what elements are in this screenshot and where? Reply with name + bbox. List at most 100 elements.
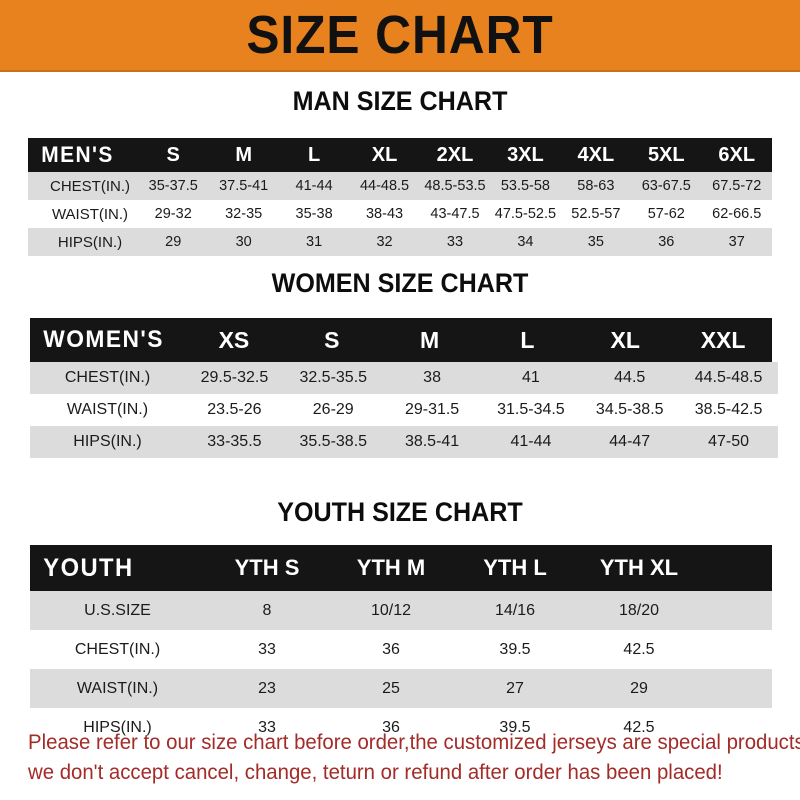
table-row: HIPS(IN.) 33-35.5 35.5-38.5 38.5-41 41-44 44-… xyxy=(30,426,778,458)
page-banner: SIZE CHART xyxy=(0,0,800,72)
women-cell: 44-47 xyxy=(609,433,651,450)
youth-cell: 42.5 xyxy=(623,718,655,736)
women-size-header-2: S xyxy=(324,326,340,353)
men-cell: 47.5-52.5 xyxy=(494,206,557,222)
youth-cell: 18/20 xyxy=(618,601,660,619)
youth-cell: 36 xyxy=(382,640,400,658)
women-cell: 41 xyxy=(522,369,540,386)
women-cell: 29-31.5 xyxy=(404,401,460,418)
women-row-label: WAIST(IN.) xyxy=(66,401,149,418)
youth-cell: 23 xyxy=(258,679,276,697)
men-cell: 62-66.5 xyxy=(712,206,762,222)
youth-section-title: YOUTH SIZE CHART xyxy=(277,497,523,527)
men-size-header-4: XL xyxy=(371,143,398,166)
youth-size-header-2: YTH M xyxy=(356,555,426,580)
women-cell: 38.5-42.5 xyxy=(694,401,763,418)
youth-header-row: YOUTH YTH S YTH M YTH L YTH XL xyxy=(30,545,772,591)
table-row: HIPS(IN.) 29 30 31 32 33 34 35 36 37 xyxy=(28,228,772,256)
women-cell: 33-35.5 xyxy=(207,433,262,450)
page-title: SIZE CHART xyxy=(246,5,554,65)
men-cell: 35-38 xyxy=(295,206,333,222)
table-row: CHEST(IN.) 33 36 39.5 42.5 xyxy=(30,630,772,669)
men-size-header-1: S xyxy=(166,143,180,166)
men-cell: 32 xyxy=(376,234,393,250)
youth-cell: 14/16 xyxy=(494,601,536,619)
men-cell: 57-62 xyxy=(647,206,685,222)
men-size-header-6: 3XL xyxy=(507,143,544,166)
men-cell: 36 xyxy=(658,234,675,250)
men-cell: 31 xyxy=(306,234,323,250)
women-size-header-4: L xyxy=(520,326,535,353)
men-size-table: MEN'S S M L XL 2XL 3XL 4XL 5XL 6XL CHEST(IN.) 35-37… xyxy=(28,138,772,256)
men-size-header-8: 5XL xyxy=(647,143,685,166)
men-header-label: MEN'S xyxy=(41,142,114,167)
women-row-label: HIPS(IN.) xyxy=(73,433,142,450)
women-size-table-header: WOMEN'S XS S M L XL XXL xyxy=(30,318,772,362)
youth-cell: 8 xyxy=(262,601,272,619)
men-cell: 30 xyxy=(235,234,252,250)
women-cell: 47-50 xyxy=(708,433,750,450)
table-row: HIPS(IN.) 33 36 39.5 42.5 xyxy=(30,708,772,747)
men-cell: 29 xyxy=(165,234,182,250)
men-size-header-5: 2XL xyxy=(436,143,474,166)
men-cell: 35 xyxy=(587,234,604,250)
men-cell: 37.5-41 xyxy=(219,178,269,194)
men-cell: 41-44 xyxy=(295,178,333,194)
men-size-header-3: L xyxy=(307,143,321,166)
men-cell: 37 xyxy=(728,234,745,250)
men-section-title: MAN SIZE CHART xyxy=(292,86,508,116)
disclaimer-line-2: we don't accept cancel, change, teturn o… xyxy=(28,761,723,784)
women-cell: 38.5-41 xyxy=(404,433,460,450)
men-cell: 48.5-53.5 xyxy=(424,178,486,194)
women-cell: 41-44 xyxy=(510,433,552,450)
youth-cell: 33 xyxy=(258,718,276,736)
youth-size-header-3: YTH L xyxy=(483,555,547,580)
women-cell: 29.5-32.5 xyxy=(200,369,269,386)
women-cell: 38 xyxy=(423,369,441,386)
youth-cell: 25 xyxy=(382,679,400,697)
men-cell: 53.5-58 xyxy=(500,178,550,194)
youth-cell: 42.5 xyxy=(623,640,655,658)
youth-cell: 36 xyxy=(382,718,400,736)
men-row-label: HIPS(IN.) xyxy=(57,233,123,251)
men-cell: 52.5-57 xyxy=(571,206,621,222)
table-row: CHEST(IN.) 35-37.5 37.5-41 41-44 44-48.5 48.5… xyxy=(28,172,772,200)
women-header-row: WOMEN'S XS S M L XL XXL xyxy=(30,318,772,362)
men-size-header-2: M xyxy=(235,143,252,166)
women-size-header-1: XS xyxy=(218,326,250,353)
table-row: WAIST(IN.) 23 25 27 29 xyxy=(30,669,772,708)
youth-header-label: YOUTH xyxy=(43,553,134,582)
men-row-label: WAIST(IN.) xyxy=(51,205,129,223)
youth-cell: 39.5 xyxy=(499,640,531,658)
youth-row-label: WAIST(IN.) xyxy=(76,679,159,697)
women-cell: 32.5-35.5 xyxy=(299,369,368,386)
women-size-header-6: XXL xyxy=(700,326,746,353)
women-cell: 44.5-48.5 xyxy=(694,369,763,386)
men-cell: 63-67.5 xyxy=(641,178,691,194)
men-cell: 34 xyxy=(517,234,534,250)
disclaimer-line-1: Please refer to our size chart before or… xyxy=(28,731,800,754)
youth-cell: 29 xyxy=(630,679,648,697)
youth-cell: 33 xyxy=(258,640,276,658)
men-size-header-7: 4XL xyxy=(577,143,615,166)
youth-row-label: HIPS(IN.) xyxy=(83,718,152,736)
men-row-label: CHEST(IN.) xyxy=(50,177,130,195)
men-cell: 58-63 xyxy=(577,178,615,194)
women-cell: 34.5-38.5 xyxy=(595,401,664,418)
youth-cell: 39.5 xyxy=(499,718,531,736)
men-cell: 67.5-72 xyxy=(712,178,762,194)
men-size-header-9: 6XL xyxy=(718,143,756,166)
youth-size-header-1: YTH S xyxy=(234,555,300,580)
women-cell: 35.5-38.5 xyxy=(299,433,368,450)
youth-cell: 27 xyxy=(506,679,524,697)
women-cell: 23.5-26 xyxy=(207,401,262,418)
women-cell: 44.5 xyxy=(614,369,646,386)
women-cell: 26-29 xyxy=(312,401,354,418)
women-section-title: WOMEN SIZE CHART xyxy=(271,268,529,298)
men-cell: 43-47.5 xyxy=(430,206,480,222)
men-cell: 38-43 xyxy=(365,206,404,222)
youth-row-label: U.S.SIZE xyxy=(84,601,151,619)
men-cell: 32-35 xyxy=(225,206,263,222)
youth-cell: 10/12 xyxy=(370,601,412,619)
women-size-header-3: M xyxy=(419,326,440,353)
